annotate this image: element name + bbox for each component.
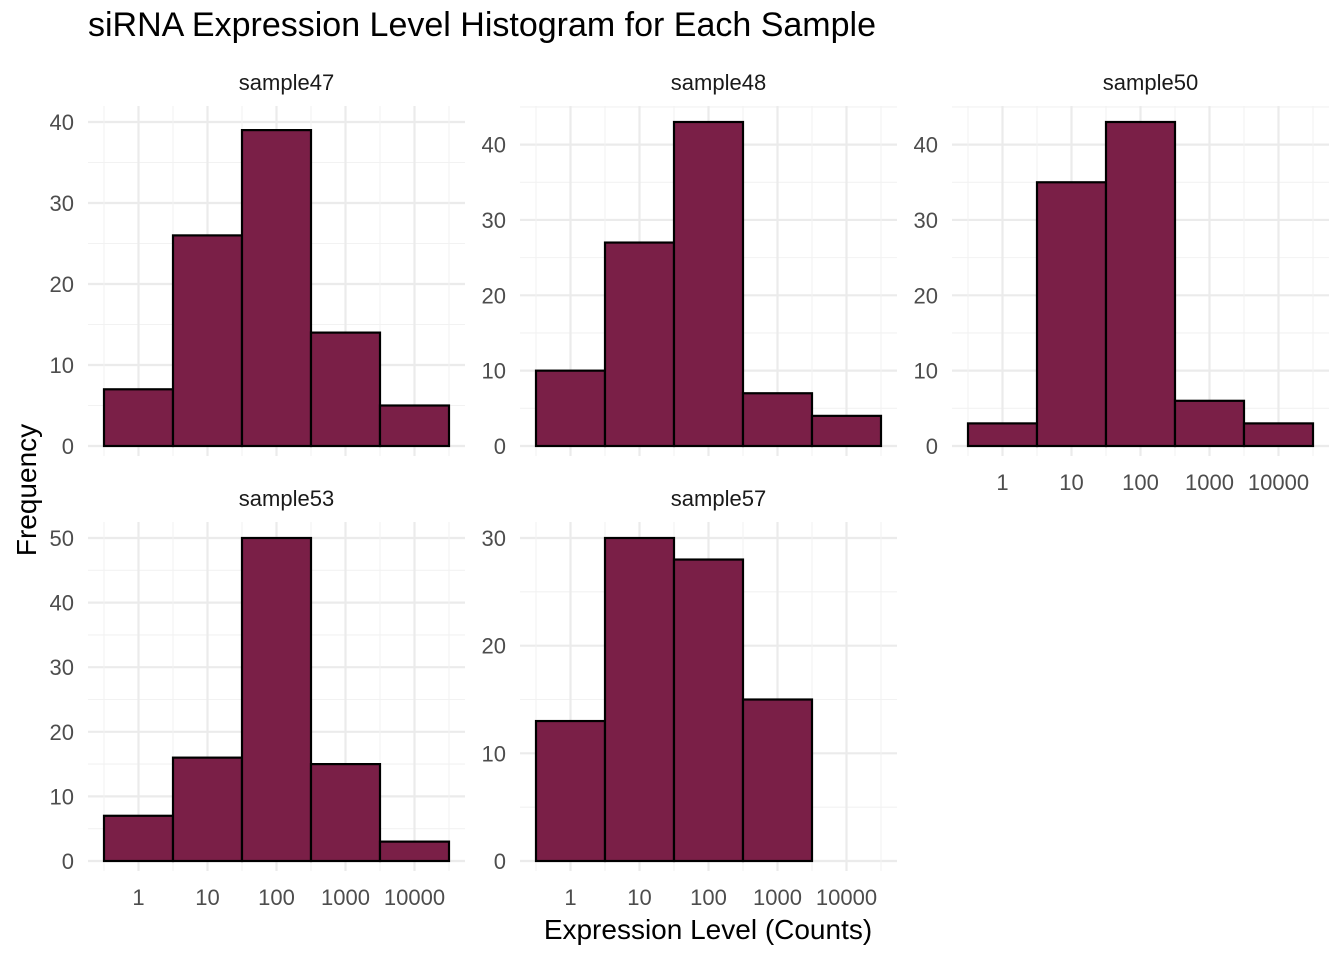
x-tick-label: 1 (564, 885, 576, 910)
histogram-bar (1035, 181, 1108, 448)
x-tick-label: 1000 (321, 885, 370, 910)
panel-sample50: sample50 0 10 20 30 40 1 10 100 1000 10000 (914, 70, 1329, 495)
x-tick-label: 10 (195, 885, 219, 910)
y-tick-label: 0 (494, 434, 506, 459)
chart-title: siRNA Expression Level Histogram for Eac… (88, 6, 876, 44)
y-tick-label: 30 (50, 655, 74, 680)
y-tick-label: 10 (50, 353, 74, 378)
y-tick-label: 20 (50, 720, 74, 745)
histogram-bar (966, 422, 1039, 448)
histogram-bar (534, 369, 607, 448)
histogram-bar (309, 762, 382, 863)
x-tick-label: 10000 (1248, 470, 1309, 495)
y-tick-label: 0 (926, 434, 938, 459)
y-tick-label: 40 (914, 133, 938, 158)
histogram-bar (672, 558, 745, 863)
histogram-bar (171, 756, 244, 863)
y-tick-label: 10 (482, 741, 506, 766)
y-tick-label: 30 (50, 191, 74, 216)
y-tick-label: 10 (914, 359, 938, 384)
histogram-bar (171, 234, 244, 448)
panel-sample57: sample57 0 10 20 30 1 10 100 1000 10000 (482, 486, 897, 910)
x-tick-label: 10000 (384, 885, 445, 910)
histogram-bar (534, 719, 607, 863)
x-axis-title: Expression Level (Counts) (544, 914, 872, 945)
x-tick-label: 100 (690, 885, 727, 910)
x-tick-label: 10 (627, 885, 651, 910)
y-tick-label: 40 (50, 591, 74, 616)
y-tick-label: 0 (62, 849, 74, 874)
y-tick-label: 30 (482, 526, 506, 551)
facet-label: sample48 (671, 70, 766, 95)
y-tick-label: 10 (482, 359, 506, 384)
x-tick-label: 1000 (1185, 470, 1234, 495)
histogram-bar (378, 840, 451, 863)
facet-label: sample57 (671, 486, 766, 511)
histogram-bar (240, 129, 313, 448)
histogram-bar (102, 388, 175, 448)
histogram-bar (378, 404, 451, 448)
histogram-bar (1173, 399, 1246, 448)
y-tick-label: 30 (482, 208, 506, 233)
histogram-bar (1242, 422, 1315, 448)
y-tick-label: 40 (482, 133, 506, 158)
y-tick-label: 0 (494, 849, 506, 874)
histogram-bar (672, 120, 745, 448)
facet-label: sample50 (1103, 70, 1198, 95)
histogram-bar (1104, 120, 1177, 448)
histogram-bar (810, 414, 883, 448)
panel-sample53: sample53 0 10 20 30 40 50 1 10 100 1000 10000 (50, 486, 465, 910)
y-tick-label: 30 (914, 208, 938, 233)
facet-label: sample47 (239, 70, 334, 95)
y-tick-label: 40 (50, 110, 74, 135)
x-tick-label: 10000 (816, 885, 877, 910)
x-tick-label: 1 (996, 470, 1008, 495)
histogram-bar (102, 814, 175, 863)
histogram-bar (309, 331, 382, 448)
x-tick-label: 100 (1122, 470, 1159, 495)
histogram-bar (603, 241, 676, 448)
histogram-bar (603, 536, 676, 863)
facet-label: sample53 (239, 486, 334, 511)
x-tick-label: 1 (132, 885, 144, 910)
y-axis-title: Frequency (11, 424, 42, 556)
panel-sample47: sample47 0 10 20 30 40 (50, 70, 465, 459)
x-tick-label: 1000 (753, 885, 802, 910)
y-tick-label: 20 (482, 634, 506, 659)
x-tick-label: 100 (258, 885, 295, 910)
panel-sample48: sample48 0 10 20 30 40 (482, 70, 897, 459)
histogram-bar (240, 536, 313, 863)
y-tick-label: 0 (62, 434, 74, 459)
y-tick-label: 20 (482, 283, 506, 308)
y-tick-label: 50 (50, 526, 74, 551)
y-tick-label: 20 (914, 283, 938, 308)
histogram-bar (741, 698, 814, 863)
y-tick-label: 20 (50, 272, 74, 297)
histogram-bar (741, 392, 814, 448)
y-tick-label: 10 (50, 784, 74, 809)
x-tick-label: 10 (1059, 470, 1083, 495)
